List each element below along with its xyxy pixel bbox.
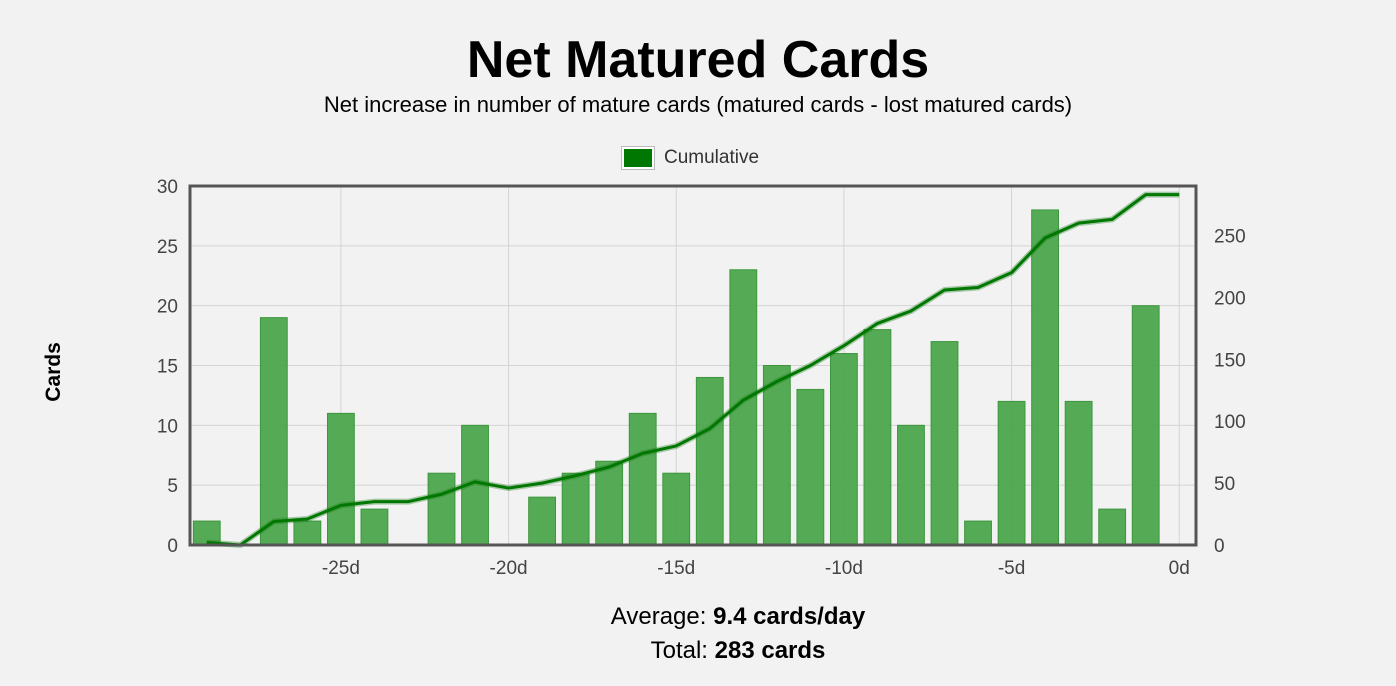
plot-frame (188, 184, 1198, 547)
bar (897, 424, 925, 546)
total-label: Total: (650, 637, 708, 664)
bar (1031, 209, 1060, 546)
bar (326, 412, 355, 546)
y2-tick-label: 150 (1214, 350, 1246, 371)
y-tick-label: 20 (157, 297, 178, 318)
y2-tick-label: 200 (1214, 288, 1246, 309)
bar (595, 460, 624, 546)
stat-average: Average: 9.4 cards/day (0, 602, 1396, 632)
total-value: 283 cards (714, 637, 826, 664)
bar (561, 472, 590, 546)
bar (997, 400, 1026, 546)
y-tick-label: 0 (167, 536, 178, 557)
bar (1098, 508, 1127, 546)
bar (427, 472, 456, 546)
x-tick-label: 0d (1169, 558, 1190, 579)
y2-tick-label: 0 (1214, 536, 1225, 557)
average-label: Average: (610, 603, 707, 630)
cumulative-line (206, 193, 1180, 547)
y-axis-label: Cards (42, 342, 65, 402)
chart-title: Net Matured Cards (466, 31, 930, 89)
bar (293, 520, 322, 546)
bar (863, 329, 892, 546)
bars (192, 209, 1160, 546)
y-tick-label: 10 (157, 416, 178, 437)
x-tick-label: -15d (657, 558, 695, 579)
legend-label-cumulative: Cumulative (664, 147, 760, 168)
bar (628, 412, 657, 546)
bar (695, 376, 724, 546)
x-tick-label: -20d (490, 558, 528, 579)
x-tick-label: -10d (825, 558, 863, 579)
legend: Cumulative (622, 145, 759, 171)
bar (796, 388, 825, 546)
y2-tick-label: 100 (1214, 412, 1246, 433)
tick-labels: 0 5 10 15 20 25 30 0 50 100 150 200 250 -25d -20d -15d -… (157, 177, 1246, 579)
average-value: 9.4 cards/day (713, 603, 866, 630)
chart-subtitle: Net increase in number of mature cards (… (323, 92, 1073, 117)
y-tick-label: 5 (167, 476, 178, 497)
x-tick-label: -5d (998, 558, 1025, 579)
bar (930, 341, 959, 546)
bar (1131, 305, 1160, 546)
y2-tick-label: 250 (1214, 227, 1246, 248)
bar (528, 496, 557, 546)
y-tick-label: 15 (157, 357, 178, 378)
bar (829, 353, 858, 546)
bar (964, 520, 992, 546)
bar (1064, 400, 1093, 546)
bar (762, 365, 791, 546)
cumulative-line-layer (206, 191, 1180, 548)
x-tick-label: -25d (322, 558, 360, 579)
legend-swatch (622, 147, 654, 169)
stat-total: Total: 283 cards (0, 636, 1396, 666)
bar (259, 317, 288, 546)
y-tick-label: 30 (157, 177, 178, 198)
bar (360, 508, 389, 546)
y2-tick-label: 50 (1214, 474, 1235, 495)
bar (662, 472, 691, 546)
y-tick-label: 25 (157, 237, 178, 258)
